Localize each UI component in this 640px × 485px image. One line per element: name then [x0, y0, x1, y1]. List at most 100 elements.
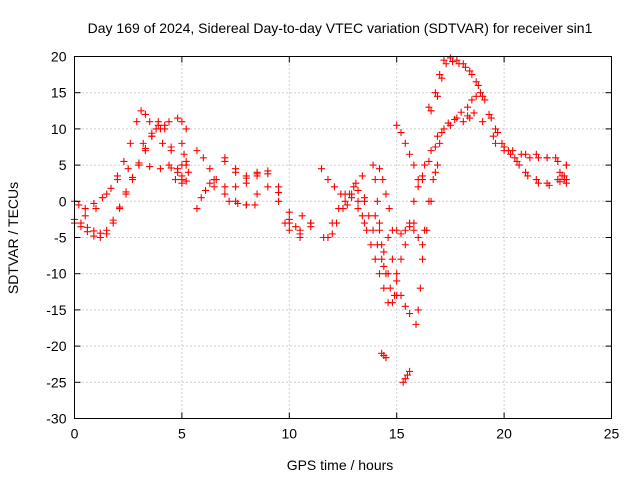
- data-point: [393, 270, 401, 278]
- data-point: [399, 378, 407, 386]
- data-point: [491, 125, 500, 133]
- data-point: [382, 354, 390, 362]
- data-point: [472, 92, 480, 100]
- data-point: [159, 139, 167, 147]
- data-point: [410, 226, 418, 234]
- data-point: [285, 215, 293, 223]
- data-point: [515, 161, 523, 169]
- ticks-layer: 0 5 10 15 20 25 -30 -25 -20 -15 -10 -5 0 5 10 15 20: [46, 49, 619, 442]
- series-arc-23: [375, 165, 393, 213]
- data-point: [148, 132, 156, 140]
- data-point: [156, 165, 164, 173]
- data-point: [393, 121, 401, 129]
- data-point: [139, 139, 147, 147]
- data-point: [210, 183, 218, 191]
- data-point: [154, 118, 162, 126]
- x-tick-label: 15: [389, 426, 405, 442]
- data-point: [253, 190, 261, 198]
- data-point: [431, 143, 439, 151]
- series-arc-36: [464, 89, 485, 111]
- data-point: [137, 107, 145, 115]
- data-point: [534, 179, 543, 187]
- data-point: [534, 154, 543, 162]
- data-point: [369, 161, 377, 169]
- data-point: [275, 197, 283, 205]
- data-point: [552, 154, 560, 162]
- data-point: [421, 161, 429, 169]
- data-point: [98, 194, 106, 202]
- data-point: [371, 176, 379, 184]
- data-point: [461, 63, 469, 71]
- data-point: [560, 176, 568, 184]
- data-point: [178, 179, 186, 187]
- data-point: [253, 170, 261, 178]
- data-point: [393, 277, 401, 285]
- y-tick-label: 15: [51, 85, 67, 101]
- data-point: [165, 118, 173, 126]
- x-tick-label: 25: [604, 426, 620, 442]
- data-point: [431, 89, 439, 97]
- data-point: [234, 199, 242, 208]
- data-point: [285, 208, 293, 216]
- data-point: [184, 168, 192, 176]
- data-point: [414, 233, 422, 242]
- series-arc-2: [70, 121, 186, 242]
- data-point: [406, 309, 414, 318]
- data-point: [232, 183, 240, 191]
- data-point: [107, 184, 115, 192]
- series-arc-30: [410, 139, 444, 249]
- series-arc-19: [350, 183, 396, 307]
- y-tick-label: -25: [46, 374, 66, 390]
- data-point: [410, 219, 418, 227]
- data-point: [81, 204, 89, 213]
- data-point: [193, 204, 201, 213]
- data-point: [365, 212, 373, 220]
- data-point: [133, 118, 141, 126]
- data-point: [360, 219, 369, 227]
- data-point: [401, 139, 409, 147]
- data-point: [358, 212, 366, 220]
- data-point: [146, 162, 154, 171]
- data-point: [182, 161, 190, 169]
- data-point: [433, 132, 442, 140]
- y-tick-label: -5: [54, 230, 67, 246]
- data-point: [199, 154, 207, 162]
- series-arc-25: [378, 349, 390, 362]
- data-point: [292, 223, 300, 231]
- data-point: [242, 174, 250, 182]
- data-point: [385, 204, 393, 213]
- x-axis-label: GPS time / hours: [287, 457, 394, 473]
- data-point: [232, 168, 240, 176]
- data-point: [562, 161, 570, 169]
- data-point: [120, 157, 128, 166]
- data-point: [341, 197, 349, 205]
- data-point: [275, 189, 283, 197]
- data-point: [382, 190, 390, 198]
- data-point: [410, 161, 418, 169]
- data-point: [328, 230, 336, 238]
- y-tick-label: -20: [46, 338, 66, 354]
- data-point: [410, 197, 418, 205]
- data-point: [393, 226, 401, 234]
- series-arc-13: [225, 197, 259, 209]
- y-axis-label: SDTVAR / TECUs: [5, 182, 21, 294]
- y-tick-label: 10: [51, 121, 67, 137]
- data-point: [425, 157, 433, 166]
- data-point: [414, 306, 422, 314]
- data-point: [481, 96, 489, 104]
- data-point: [251, 201, 259, 209]
- data-point: [165, 161, 173, 169]
- data-point: [81, 212, 89, 220]
- series-arc-29: [399, 367, 414, 386]
- data-point: [375, 226, 384, 234]
- data-point: [341, 190, 349, 198]
- data-point: [281, 219, 289, 227]
- data-point: [433, 92, 442, 100]
- data-point: [378, 241, 386, 249]
- data-point: [442, 60, 450, 68]
- data-point: [412, 320, 420, 328]
- data-point: [429, 176, 437, 184]
- series-arc-33: [418, 108, 478, 180]
- data-point: [556, 168, 564, 176]
